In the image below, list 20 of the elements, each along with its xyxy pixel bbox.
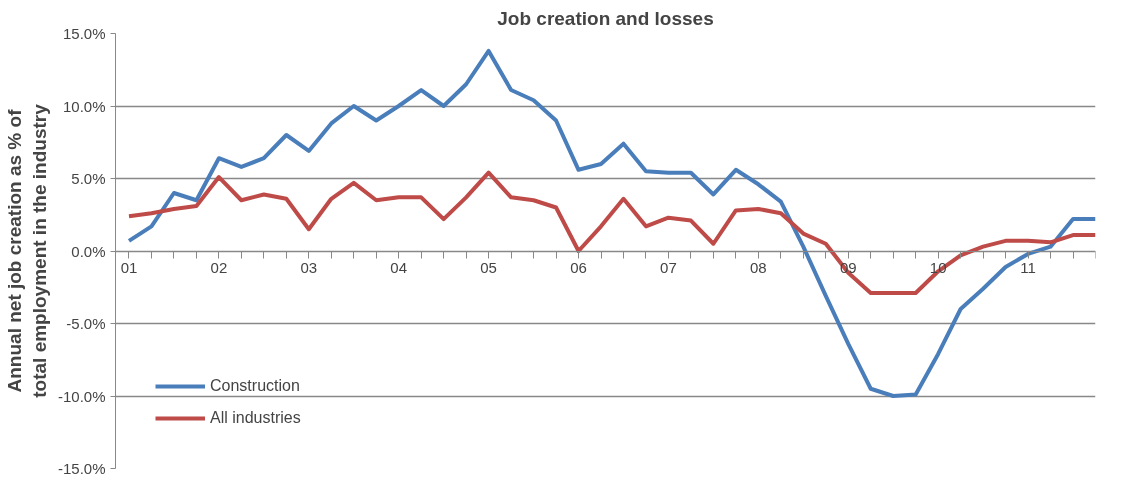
x-tick-label: 02 [210,259,228,276]
x-tick-label: 07 [660,259,677,276]
x-tick-label: 11 [1020,259,1036,276]
y-tick-label: 15.0% [62,25,106,42]
y-tick-label: 0.0% [71,242,106,260]
x-tick-label: 05 [480,259,497,276]
x-tick-label: 03 [300,259,318,276]
y-tick-label: -10.0% [57,387,106,405]
x-tick-label: 08 [750,259,767,276]
legend-label: Construction [210,377,300,395]
legend-label: All industries [210,409,301,427]
y-tick-label: -5.0% [66,315,106,332]
y-tick-label: 10.0% [62,97,106,115]
y-tick-label: 5.0% [71,170,106,187]
chart-title: Job creation and losses [497,7,714,29]
x-tick-label: 06 [570,259,587,276]
y-axis-title: Annual net job creation as % of total employment in the industry [3,103,50,398]
x-tick-label: 04 [390,259,408,276]
y-tick-label: -15.0% [57,460,106,477]
x-tick-label: 01 [120,259,138,276]
